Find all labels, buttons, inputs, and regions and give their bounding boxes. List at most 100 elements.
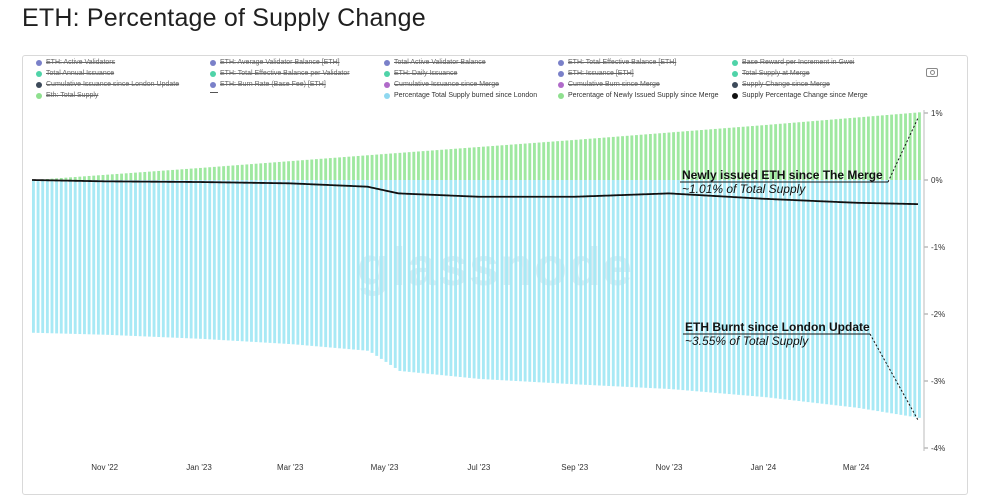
burned-bar xyxy=(635,180,638,388)
legend-dot-icon xyxy=(558,92,564,99)
camera-icon[interactable] xyxy=(926,68,938,77)
issued-bar xyxy=(843,118,847,180)
burned-bar xyxy=(560,180,564,384)
burned-bar xyxy=(894,180,898,415)
burned-bar xyxy=(421,180,425,374)
legend-item[interactable] xyxy=(210,92,222,93)
issued-bar xyxy=(885,115,889,180)
annotations: Newly issued ETH since The Merge ~1.01% … xyxy=(680,117,919,421)
burned-bar xyxy=(653,180,657,389)
issued-bar xyxy=(143,171,147,180)
issued-bar xyxy=(421,151,425,180)
legend-item[interactable]: Cumulative Burn since Merge xyxy=(558,81,660,88)
issued-bar xyxy=(523,143,527,180)
burned-bar xyxy=(644,180,648,388)
issued-bar xyxy=(338,157,342,180)
burned-bar xyxy=(463,180,467,378)
burned-bar xyxy=(389,180,393,365)
burnt-annotation-title: ETH Burnt since London Update xyxy=(685,320,870,334)
burned-bar xyxy=(110,180,114,336)
issued-bar xyxy=(695,130,699,180)
burned-bar xyxy=(514,180,518,381)
burned-bar xyxy=(519,180,522,382)
burned-bar xyxy=(639,180,643,388)
legend-item[interactable]: Eth: Total Supply xyxy=(36,92,98,99)
chart-panel xyxy=(22,55,968,495)
burned-bar xyxy=(829,180,833,405)
issued-bar xyxy=(152,171,156,180)
burned-bar xyxy=(500,180,504,381)
legend-item[interactable]: ETH: Active Validators xyxy=(36,59,115,66)
x-tick-label: Mar '24 xyxy=(843,463,870,472)
burned-bar xyxy=(797,180,801,402)
legend-item[interactable]: Supply Percentage Change since Merge xyxy=(732,92,868,99)
burned-bar xyxy=(333,180,337,348)
issued-bar xyxy=(713,128,717,180)
burned-bar xyxy=(83,180,86,335)
legend-item[interactable]: Base Reward per Increment in Gwei xyxy=(732,59,854,66)
issued-bar xyxy=(273,162,277,180)
issued-bar xyxy=(55,178,59,180)
burned-bar xyxy=(723,180,727,394)
issued-bar xyxy=(398,152,402,180)
issued-bar xyxy=(365,155,369,180)
issued-bar xyxy=(546,141,550,180)
legend-item[interactable]: ETH: Average Validator Balance [ETH] xyxy=(210,59,340,66)
legend-item[interactable]: ETH: Total Effective Balance [ETH] xyxy=(558,59,676,66)
issued-bar xyxy=(853,117,856,180)
burned-bar xyxy=(602,180,606,386)
issued-bar xyxy=(449,149,453,180)
legend-label: Cumulative Issuance since Merge xyxy=(394,81,500,88)
issued-bar xyxy=(305,159,309,180)
issued-bar xyxy=(96,175,100,180)
legend-item[interactable]: ETH: Issuance [ETH] xyxy=(558,70,634,77)
legend-item[interactable]: Total Supply at Merge xyxy=(732,70,810,77)
burned-bar xyxy=(890,180,894,414)
issued-bar xyxy=(880,115,884,180)
page-title: ETH: Percentage of Supply Change xyxy=(22,4,426,32)
issued-bar xyxy=(403,152,406,180)
issued-bar xyxy=(495,145,499,180)
legend-item[interactable]: Total Annual Issuance xyxy=(36,70,114,77)
supply-change-line xyxy=(31,179,919,206)
issued-bar xyxy=(430,150,434,180)
legend-item[interactable]: Total Active Validator Balance xyxy=(384,59,486,66)
issued-bar xyxy=(486,146,490,180)
burned-bar xyxy=(231,180,235,341)
burned-bar xyxy=(588,180,592,386)
legend-item[interactable]: ETH: Total Effective Balance per Validat… xyxy=(210,70,350,77)
legend-item[interactable]: Percentage Total Supply burned since Lon… xyxy=(384,92,537,99)
issued-bar xyxy=(347,156,351,180)
burned-bar xyxy=(45,180,49,334)
burned-bar xyxy=(194,180,198,339)
burned-bar xyxy=(783,180,787,400)
legend-item[interactable]: Cumulative Issuance since London Update xyxy=(36,81,179,88)
legend-item[interactable]: ETH: Burn Rate (Base Fee) [ETH] xyxy=(210,81,326,88)
burned-bar xyxy=(737,180,740,395)
burned-bar xyxy=(885,180,889,413)
issued-bar xyxy=(78,176,82,180)
issued-bar xyxy=(597,137,601,180)
burned-bar xyxy=(630,180,634,388)
burned-bar xyxy=(310,180,314,346)
legend-label: Eth: Total Supply xyxy=(46,92,99,99)
issued-bar xyxy=(370,154,374,180)
legend-item[interactable]: ETH: Daily Issuance xyxy=(384,70,457,77)
burned-bar xyxy=(314,180,318,347)
burned-bar xyxy=(584,180,587,385)
burned-bar xyxy=(853,180,856,408)
burned-bar xyxy=(509,180,513,381)
issued-bar xyxy=(458,148,462,180)
legend-item[interactable]: Percentage of Newly Issued Supply since … xyxy=(558,92,719,99)
y-axis: 1% 0% -1% -2% -3% -4% xyxy=(923,109,945,453)
legend-item[interactable]: Cumulative Issuance since Merge xyxy=(384,81,499,88)
issued-bar xyxy=(788,123,791,180)
legend-item[interactable]: Supply Change since Merge xyxy=(732,81,830,88)
burned-bar xyxy=(741,180,745,396)
burned-bar xyxy=(92,180,96,335)
burned-bar xyxy=(862,180,866,409)
burned-bar xyxy=(208,180,212,340)
issued-bar xyxy=(231,165,235,180)
issued-bar xyxy=(681,131,685,180)
